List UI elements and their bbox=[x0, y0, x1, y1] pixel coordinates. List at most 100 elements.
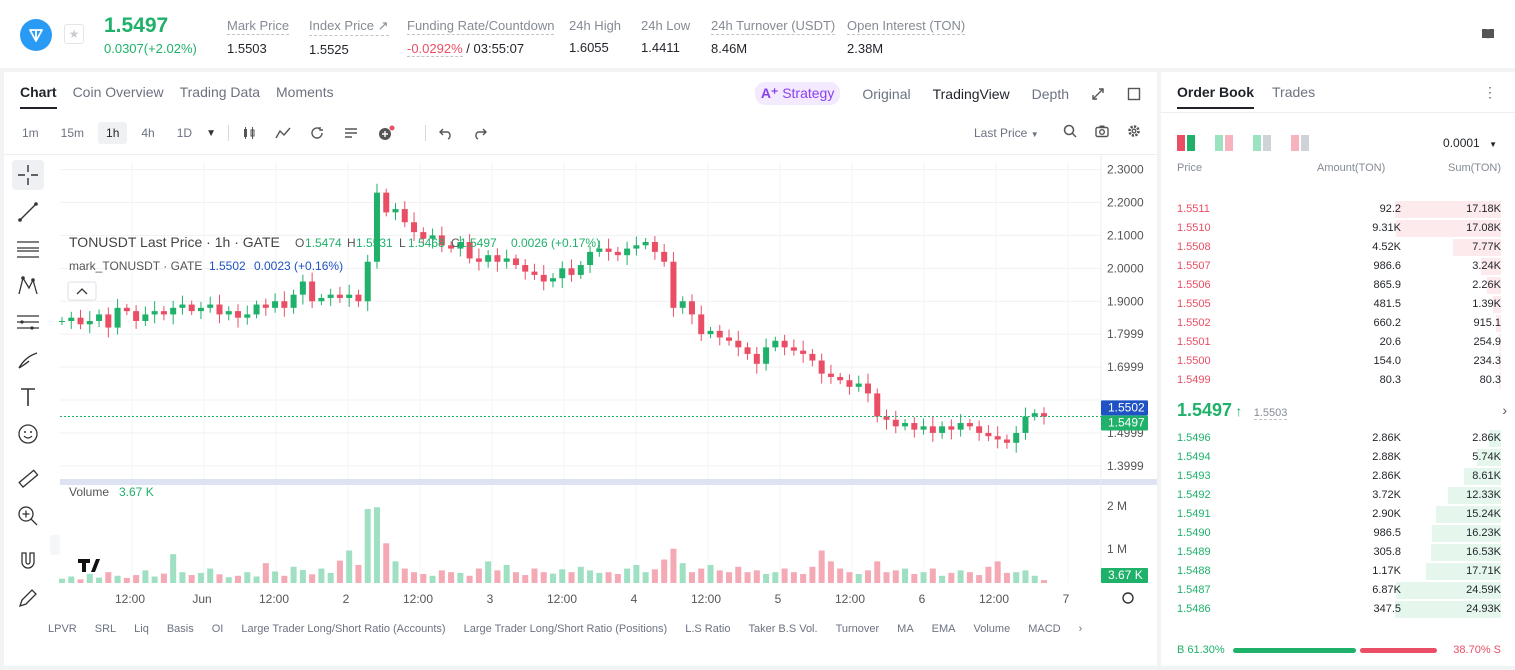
brush-icon[interactable] bbox=[12, 345, 44, 375]
tab-chart[interactable]: Chart bbox=[20, 84, 57, 109]
volume-bar bbox=[225, 577, 232, 583]
fib-icon[interactable] bbox=[12, 308, 44, 338]
stat-index-price[interactable]: Index Price ↗ 1.5525 bbox=[309, 18, 389, 57]
refresh-icon[interactable] bbox=[309, 126, 325, 140]
redo-icon[interactable] bbox=[472, 126, 488, 140]
interval-15m[interactable]: 15m bbox=[60, 126, 85, 140]
ask-row[interactable]: 1.5501 20.6 254.9 bbox=[1161, 333, 1515, 352]
indicator-1[interactable]: SRL bbox=[94, 623, 117, 635]
favorite-star-icon[interactable]: ★ bbox=[64, 24, 84, 44]
indicator-8[interactable]: Taker B.S Vol. bbox=[748, 623, 818, 635]
price-chart[interactable]: 2.3000 2.2000 2.1000 2.0000 1.9000 1.7999 1.69… bbox=[4, 155, 1157, 615]
interval-4h[interactable]: 4h bbox=[141, 126, 155, 140]
undo-icon[interactable] bbox=[438, 126, 454, 140]
left-pane-handle[interactable] bbox=[50, 535, 60, 555]
bid-row[interactable]: 1.5488 1.17K 17.71K bbox=[1161, 562, 1515, 581]
more-options-icon[interactable]: ⋮ bbox=[1483, 84, 1497, 100]
zoom-in-icon[interactable] bbox=[12, 501, 44, 531]
pane-separator[interactable] bbox=[60, 479, 1157, 485]
tab-coin-overview[interactable]: Coin Overview bbox=[72, 84, 164, 100]
window-icon[interactable] bbox=[1127, 87, 1141, 101]
interval-1h[interactable]: 1h bbox=[98, 122, 128, 144]
candle-body bbox=[763, 347, 770, 364]
bid-row[interactable]: 1.5490 986.5 16.23K bbox=[1161, 524, 1515, 543]
tab-depth[interactable]: Depth bbox=[1031, 85, 1069, 102]
bid-row[interactable]: 1.5494 2.88K 5.74K bbox=[1161, 448, 1515, 467]
ruler-icon[interactable] bbox=[12, 464, 44, 494]
mode-bids-icon[interactable] bbox=[1253, 135, 1271, 151]
axis-settings-icon[interactable] bbox=[1122, 592, 1134, 604]
indicator-7[interactable]: L.S Ratio bbox=[685, 623, 731, 635]
tab-original[interactable]: Original bbox=[862, 85, 911, 102]
chevron-right-icon[interactable]: › bbox=[1502, 402, 1507, 418]
text-icon[interactable] bbox=[12, 382, 44, 412]
collapse-legend-button[interactable] bbox=[67, 281, 97, 301]
indicator-13[interactable]: MACD bbox=[1028, 623, 1061, 635]
indicator-5[interactable]: Large Trader Long/Short Ratio (Accounts) bbox=[241, 623, 446, 635]
add-indicator-icon[interactable] bbox=[377, 125, 395, 141]
interval-dropdown-icon[interactable]: ▼ bbox=[206, 127, 216, 139]
indicator-9[interactable]: Turnover bbox=[835, 623, 880, 635]
trend-line-icon[interactable] bbox=[12, 197, 44, 227]
ask-row[interactable]: 1.5499 80.3 80.3 bbox=[1161, 371, 1515, 390]
ask-row[interactable]: 1.5500 154.0 234.3 bbox=[1161, 352, 1515, 371]
ask-row[interactable]: 1.5505 481.5 1.39K bbox=[1161, 295, 1515, 314]
price-type-select[interactable]: Last Price ▼ bbox=[974, 126, 1039, 140]
ask-row[interactable]: 1.5510 9.31K 17.08K bbox=[1161, 219, 1515, 238]
tab-moments[interactable]: Moments bbox=[276, 84, 334, 100]
bid-row[interactable]: 1.5493 2.86K 8.61K bbox=[1161, 467, 1515, 486]
precision-select[interactable]: 0.0001 ▼ bbox=[1443, 136, 1497, 150]
indicator-10[interactable]: MA bbox=[897, 623, 914, 635]
pencil-lock-icon[interactable] bbox=[12, 583, 44, 613]
tab-trading-data[interactable]: Trading Data bbox=[179, 84, 261, 100]
indicator-12[interactable]: Volume bbox=[973, 623, 1011, 635]
ask-row[interactable]: 1.5508 4.52K 7.77K bbox=[1161, 238, 1515, 257]
interval-1d[interactable]: 1D bbox=[176, 126, 193, 140]
horizontal-lines-icon[interactable] bbox=[12, 234, 44, 264]
mode-both-icon[interactable] bbox=[1177, 135, 1195, 151]
ask-row[interactable]: 1.5511 92.2 17.18K bbox=[1161, 200, 1515, 219]
crosshair-icon[interactable] bbox=[12, 160, 44, 190]
search-icon[interactable] bbox=[1063, 124, 1077, 138]
indicator-2[interactable]: Liq bbox=[134, 623, 149, 635]
candle-body bbox=[522, 265, 529, 272]
bid-row[interactable]: 1.5496 2.86K 2.86K bbox=[1161, 429, 1515, 448]
magnet-icon[interactable] bbox=[12, 546, 44, 576]
gear-icon[interactable] bbox=[1127, 124, 1141, 138]
candle-body bbox=[336, 294, 343, 298]
bid-row[interactable]: 1.5491 2.90K 15.24K bbox=[1161, 505, 1515, 524]
tab-trades[interactable]: Trades bbox=[1272, 84, 1316, 100]
sell-ratio: 38.70% S bbox=[1453, 644, 1501, 656]
mode-asks-icon[interactable] bbox=[1291, 135, 1309, 151]
stat-label[interactable]: Index Price ↗ bbox=[309, 18, 389, 36]
mode-mixed-icon[interactable] bbox=[1215, 135, 1233, 151]
indicator-4[interactable]: OI bbox=[211, 623, 224, 635]
indicator-6[interactable]: Large Trader Long/Short Ratio (Positions… bbox=[463, 623, 668, 635]
ask-row[interactable]: 1.5507 986.6 3.24K bbox=[1161, 257, 1515, 276]
indicators-icon[interactable] bbox=[275, 126, 291, 140]
camera-icon[interactable] bbox=[1095, 124, 1109, 138]
bid-row[interactable]: 1.5486 347.5 24.93K bbox=[1161, 600, 1515, 619]
expand-icon[interactable] bbox=[1091, 87, 1105, 101]
indicator-11[interactable]: EMA bbox=[931, 623, 956, 635]
chevron-right-icon[interactable]: › bbox=[1078, 623, 1083, 635]
candle-body bbox=[1003, 439, 1010, 443]
tab-tradingview[interactable]: TradingView bbox=[932, 85, 1010, 102]
interval-1m[interactable]: 1m bbox=[22, 126, 39, 140]
indicator-3[interactable]: Basis bbox=[166, 623, 194, 635]
bid-price: 1.5491 bbox=[1177, 508, 1211, 520]
ask-row[interactable]: 1.5502 660.2 915.1 bbox=[1161, 314, 1515, 333]
emoji-icon[interactable] bbox=[12, 419, 44, 449]
indicator-0[interactable]: LPVR bbox=[48, 623, 77, 635]
bid-row[interactable]: 1.5492 3.72K 12.33K bbox=[1161, 486, 1515, 505]
strategy-button[interactable]: A⁺ Strategy bbox=[754, 82, 841, 105]
ask-row[interactable]: 1.5506 865.9 2.26K bbox=[1161, 276, 1515, 295]
templates-icon[interactable] bbox=[343, 126, 359, 140]
mid-mark-price: 1.5503 bbox=[1253, 407, 1288, 420]
candle-type-icon[interactable] bbox=[241, 126, 257, 140]
bid-row[interactable]: 1.5487 6.87K 24.59K bbox=[1161, 581, 1515, 600]
bid-row[interactable]: 1.5489 305.8 16.53K bbox=[1161, 543, 1515, 562]
pattern-icon[interactable] bbox=[12, 271, 44, 301]
tab-order-book[interactable]: Order Book bbox=[1177, 84, 1255, 109]
book-icon[interactable] bbox=[1481, 28, 1495, 40]
